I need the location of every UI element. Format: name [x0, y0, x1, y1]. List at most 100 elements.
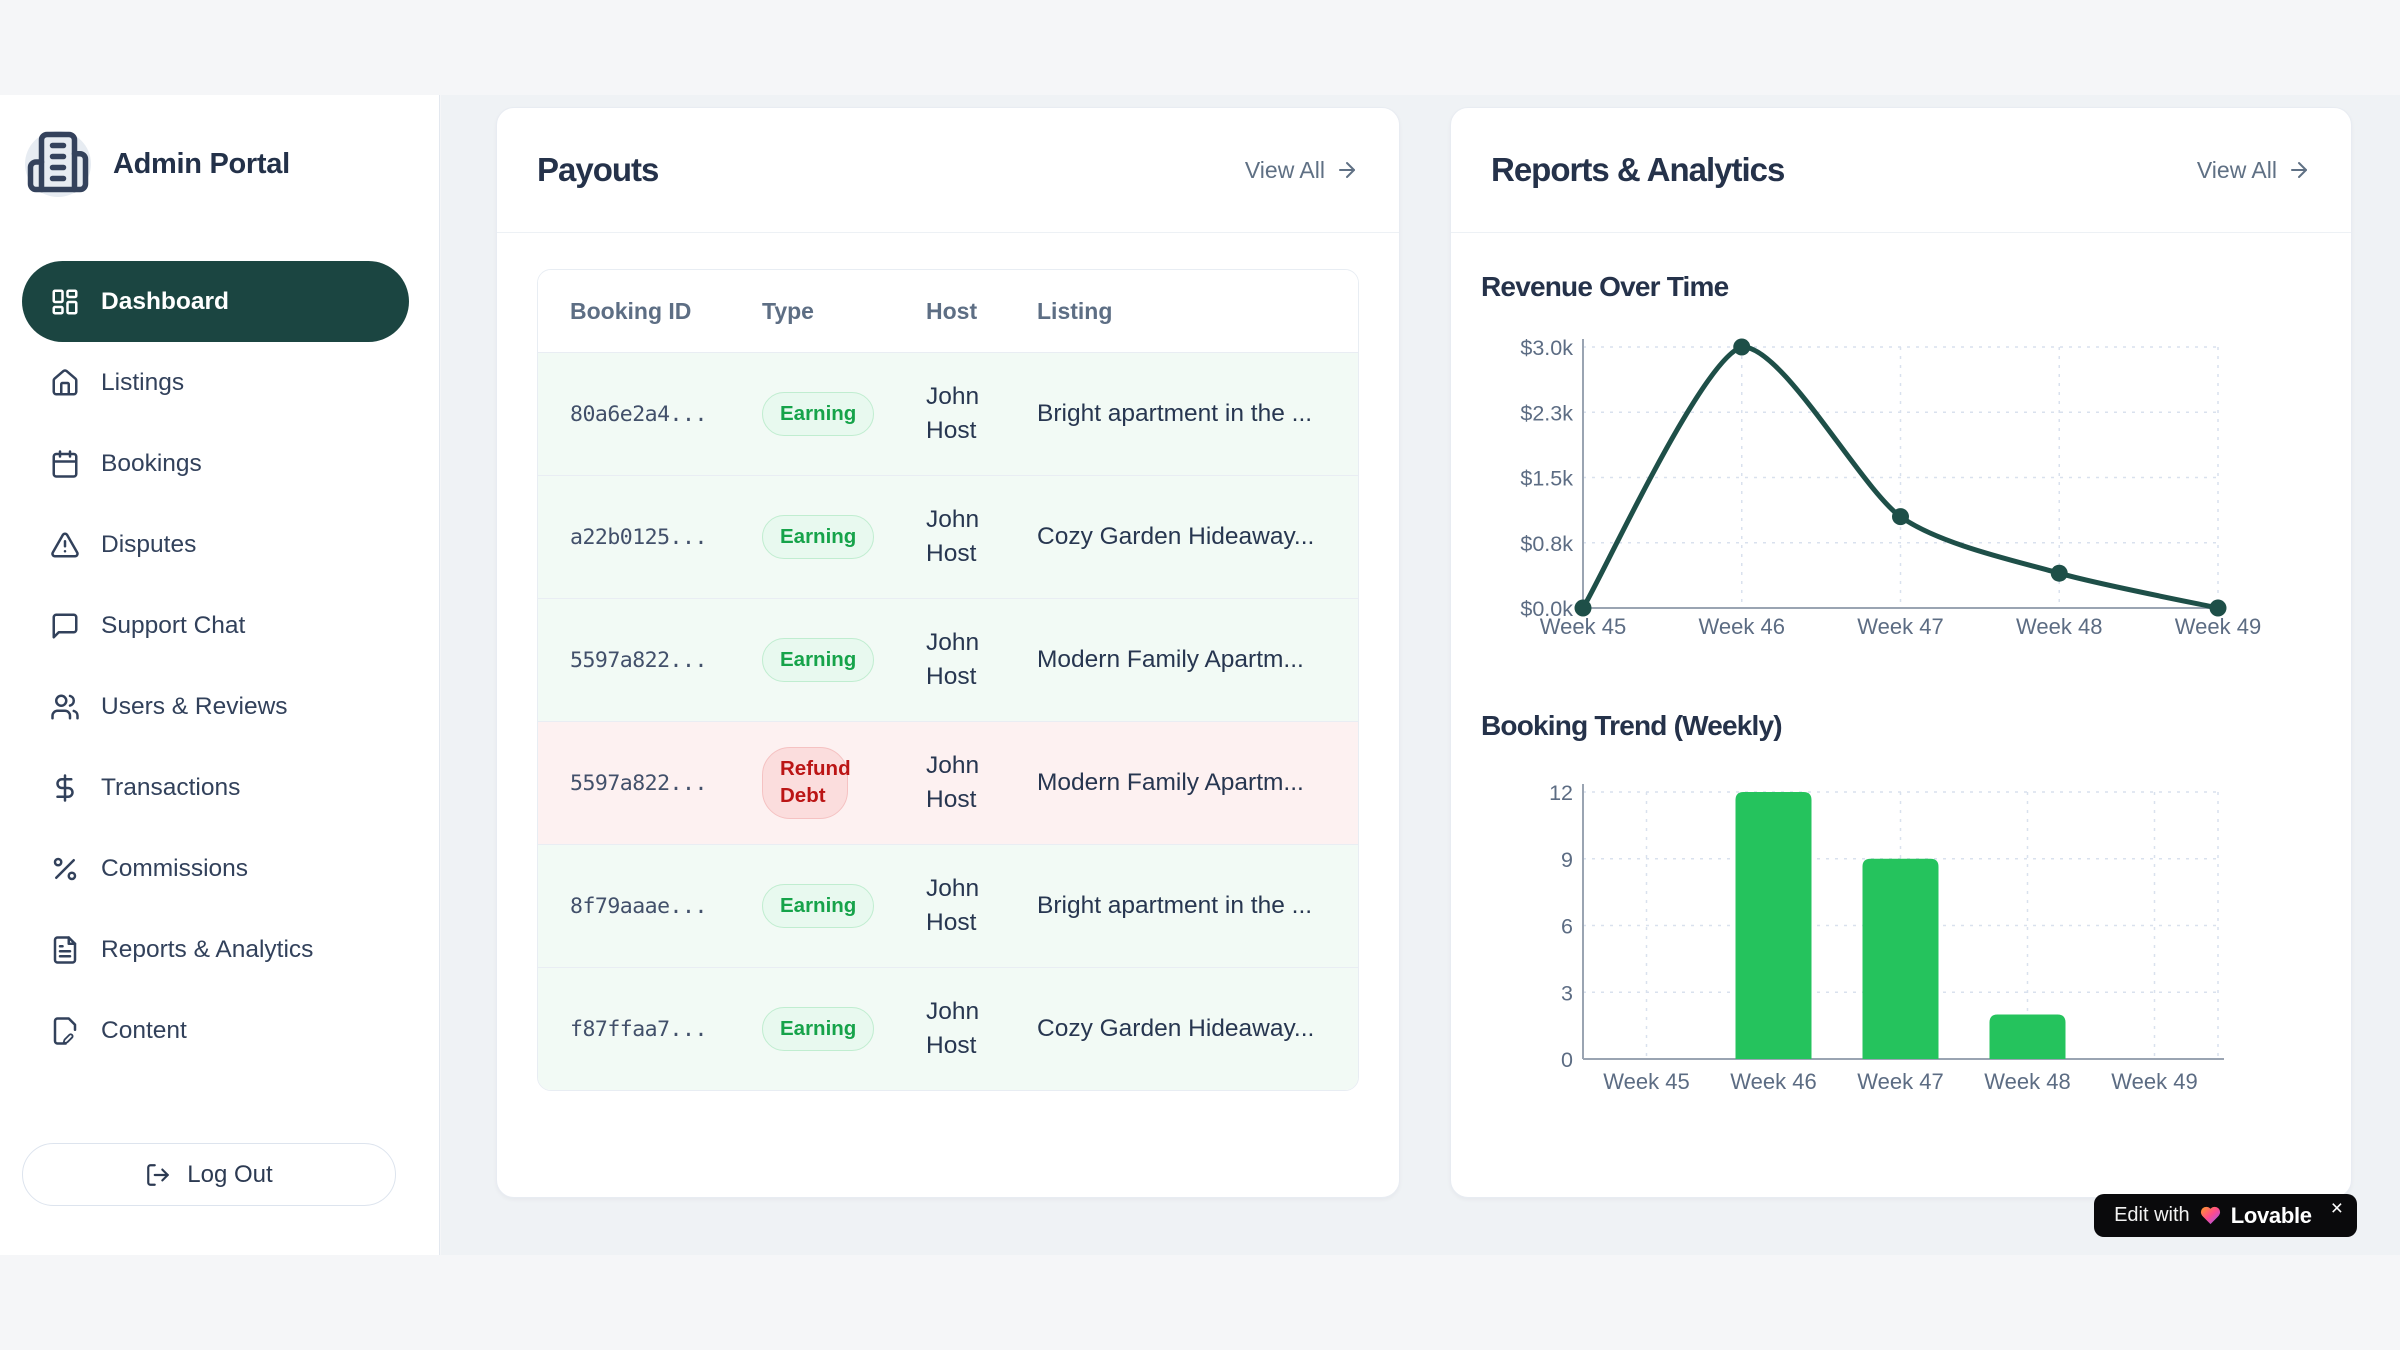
type-cell: Earning	[762, 637, 926, 683]
status-badge: Refund Debt	[762, 747, 851, 819]
lovable-prefix: Edit with	[2114, 1204, 2190, 1226]
host-cell: John Host	[926, 997, 980, 1059]
sidebar-item-disputes[interactable]: Disputes	[22, 504, 409, 585]
host-cell: John Host	[926, 382, 980, 444]
sidebar-item-label: Support Chat	[101, 611, 246, 639]
message-icon	[50, 611, 80, 641]
svg-text:9: 9	[1561, 848, 1573, 872]
sidebar-nav: Dashboard Listings Bookings Disputes Support…	[0, 261, 439, 1071]
sidebar-item-label: Bookings	[101, 449, 202, 477]
arrow-right-icon	[2287, 158, 2311, 182]
svg-text:$2.3k: $2.3k	[1520, 401, 1573, 425]
svg-text:Week 45: Week 45	[1603, 1069, 1689, 1094]
payouts-title: Payouts	[537, 151, 659, 188]
type-cell: Earning	[762, 883, 926, 929]
type-cell: Refund Debt	[762, 747, 926, 819]
table-row: a22b0125... Earning John Host Cozy Garden H…	[538, 475, 1358, 598]
booking-id-cell: 5597a822...	[570, 647, 707, 673]
svg-text:3: 3	[1561, 981, 1573, 1005]
sidebar-item-label: Users & Reviews	[101, 692, 288, 720]
reports-title: Reports & Analytics	[1491, 151, 1785, 188]
sidebar: Admin Portal Dashboard Listings Bookings Di…	[0, 95, 440, 1255]
listing-cell: Cozy Garden Hideaway...	[1037, 523, 1315, 550]
svg-text:6: 6	[1561, 915, 1573, 939]
type-cell: Earning	[762, 514, 926, 560]
host-cell: John Host	[926, 505, 980, 567]
view-all-label: View All	[1244, 156, 1325, 183]
sidebar-item-label: Transactions	[101, 773, 241, 801]
sidebar-item-bookings[interactable]: Bookings	[22, 423, 409, 504]
sidebar-item-reports-analytics[interactable]: Reports & Analytics	[22, 909, 409, 990]
type-cell: Earning	[762, 391, 926, 437]
svg-text:Week 45: Week 45	[1540, 614, 1626, 639]
lovable-badge[interactable]: Edit with Lovable ×	[2094, 1194, 2357, 1237]
svg-text:0: 0	[1561, 1048, 1573, 1072]
status-badge: Earning	[762, 514, 875, 560]
listing-cell: Cozy Garden Hideaway...	[1037, 1015, 1315, 1042]
payouts-card: Payouts View All Booking ID Type Host Listi…	[496, 107, 1400, 1198]
sidebar-item-listings[interactable]: Listings	[22, 342, 409, 423]
file-pen-icon	[50, 1016, 80, 1046]
listing-cell: Bright apartment in the ...	[1037, 400, 1313, 427]
sidebar-item-support-chat[interactable]: Support Chat	[22, 585, 409, 666]
sidebar-item-dashboard[interactable]: Dashboard	[22, 261, 409, 342]
svg-text:$0.0k: $0.0k	[1520, 597, 1573, 621]
svg-text:Week 48: Week 48	[2016, 614, 2102, 639]
building-icon	[25, 129, 91, 200]
svg-text:Week 47: Week 47	[1857, 614, 1943, 639]
logout-label: Log Out	[187, 1160, 273, 1188]
payouts-view-all-link[interactable]: View All	[1245, 157, 1359, 184]
svg-text:Week 49: Week 49	[2175, 614, 2261, 639]
svg-text:$1.5k: $1.5k	[1520, 467, 1573, 491]
heart-icon	[2200, 1206, 2220, 1225]
sidebar-item-label: Content	[101, 1016, 187, 1044]
booking-id-cell: a22b0125...	[570, 524, 707, 550]
logout-button[interactable]: Log Out	[22, 1143, 396, 1206]
sidebar-item-label: Disputes	[101, 530, 197, 558]
sidebar-item-content[interactable]: Content	[22, 990, 409, 1071]
status-badge: Earning	[762, 637, 875, 683]
booking-id-cell: 8f79aaae...	[570, 893, 707, 919]
sidebar-item-label: Reports & Analytics	[101, 935, 314, 963]
type-cell: Earning	[762, 1006, 926, 1052]
brand: Admin Portal	[0, 95, 439, 197]
booking-id-cell: f87ffaa7...	[570, 1016, 707, 1042]
booking-id-cell: 5597a822...	[570, 770, 707, 796]
dashboard-icon	[50, 287, 80, 317]
status-badge: Earning	[762, 1006, 875, 1052]
app-title: Admin Portal	[113, 147, 290, 180]
host-cell: John Host	[926, 628, 980, 690]
svg-text:Week 47: Week 47	[1857, 1069, 1943, 1094]
booking-chart-title: Booking Trend (Weekly)	[1481, 710, 1783, 741]
dollar-icon	[50, 773, 80, 803]
svg-text:Week 49: Week 49	[2111, 1069, 2197, 1094]
sidebar-item-label: Dashboard	[101, 287, 229, 315]
listing-cell: Modern Family Apartm...	[1037, 646, 1304, 673]
svg-text:12: 12	[1549, 781, 1573, 805]
file-text-icon	[50, 935, 80, 965]
reports-view-all-link[interactable]: View All	[2197, 157, 2311, 184]
listing-cell: Modern Family Apartm...	[1037, 769, 1304, 796]
reports-card: Reports & Analytics View All Revenue Ove…	[1450, 107, 2352, 1198]
host-cell: John Host	[926, 751, 980, 813]
reports-card-header: Reports & Analytics View All	[1451, 108, 2351, 233]
svg-text:Week 46: Week 46	[1730, 1069, 1816, 1094]
svg-text:$0.8k: $0.8k	[1520, 532, 1573, 556]
table-row: 5597a822... Earning John Host Modern Family…	[538, 598, 1358, 721]
column-header: Type	[762, 297, 814, 324]
column-header: Listing	[1037, 297, 1113, 324]
sidebar-item-commissions[interactable]: Commissions	[22, 828, 409, 909]
sidebar-item-label: Listings	[101, 368, 185, 396]
sidebar-item-transactions[interactable]: Transactions	[22, 747, 409, 828]
sidebar-item-label: Commissions	[101, 854, 249, 882]
table-row: 5597a822... Refund Debt John Host Modern Fa…	[538, 721, 1358, 844]
sidebar-item-users-reviews[interactable]: Users & Reviews	[22, 666, 409, 747]
lovable-close-button[interactable]: ×	[2330, 1197, 2343, 1220]
host-cell: John Host	[926, 874, 980, 936]
svg-text:$3.0k: $3.0k	[1520, 336, 1573, 360]
payouts-table: Booking ID Type Host Listing 80a6e2a4... Ear…	[537, 269, 1359, 1091]
column-header: Booking ID	[570, 297, 692, 324]
percent-icon	[50, 854, 80, 884]
users-icon	[50, 692, 80, 722]
booking-id-cell: 80a6e2a4...	[570, 401, 707, 427]
